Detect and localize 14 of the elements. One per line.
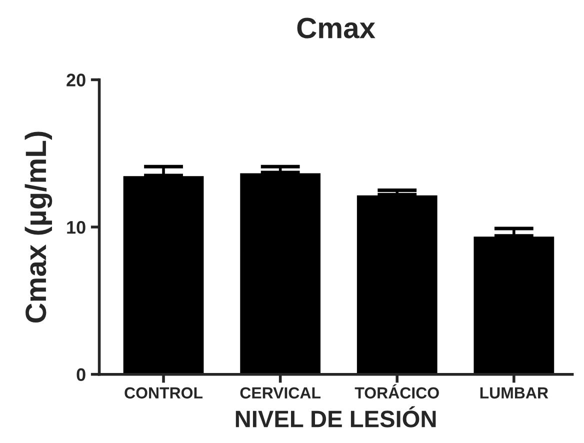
bar xyxy=(472,235,556,374)
bar xyxy=(356,194,439,374)
x-tick-label: LUMBAR xyxy=(480,387,548,399)
x-tick-label: CERVICAL xyxy=(240,387,321,399)
x-tick-label: TORÁCICO xyxy=(354,384,439,399)
y-tick-label: 20 xyxy=(66,74,86,86)
x-tick-label: CONTROL xyxy=(124,387,203,399)
y-axis-title: Cmax (µg/mL) xyxy=(24,132,52,323)
bar xyxy=(122,174,206,374)
x-axis-title: NIVEL DE LESIÓN xyxy=(236,406,436,428)
bar xyxy=(238,172,322,374)
y-tick-label: 10 xyxy=(67,220,86,234)
chart-title: Cmax xyxy=(297,18,376,38)
y-tick-label: 0 xyxy=(76,368,86,382)
